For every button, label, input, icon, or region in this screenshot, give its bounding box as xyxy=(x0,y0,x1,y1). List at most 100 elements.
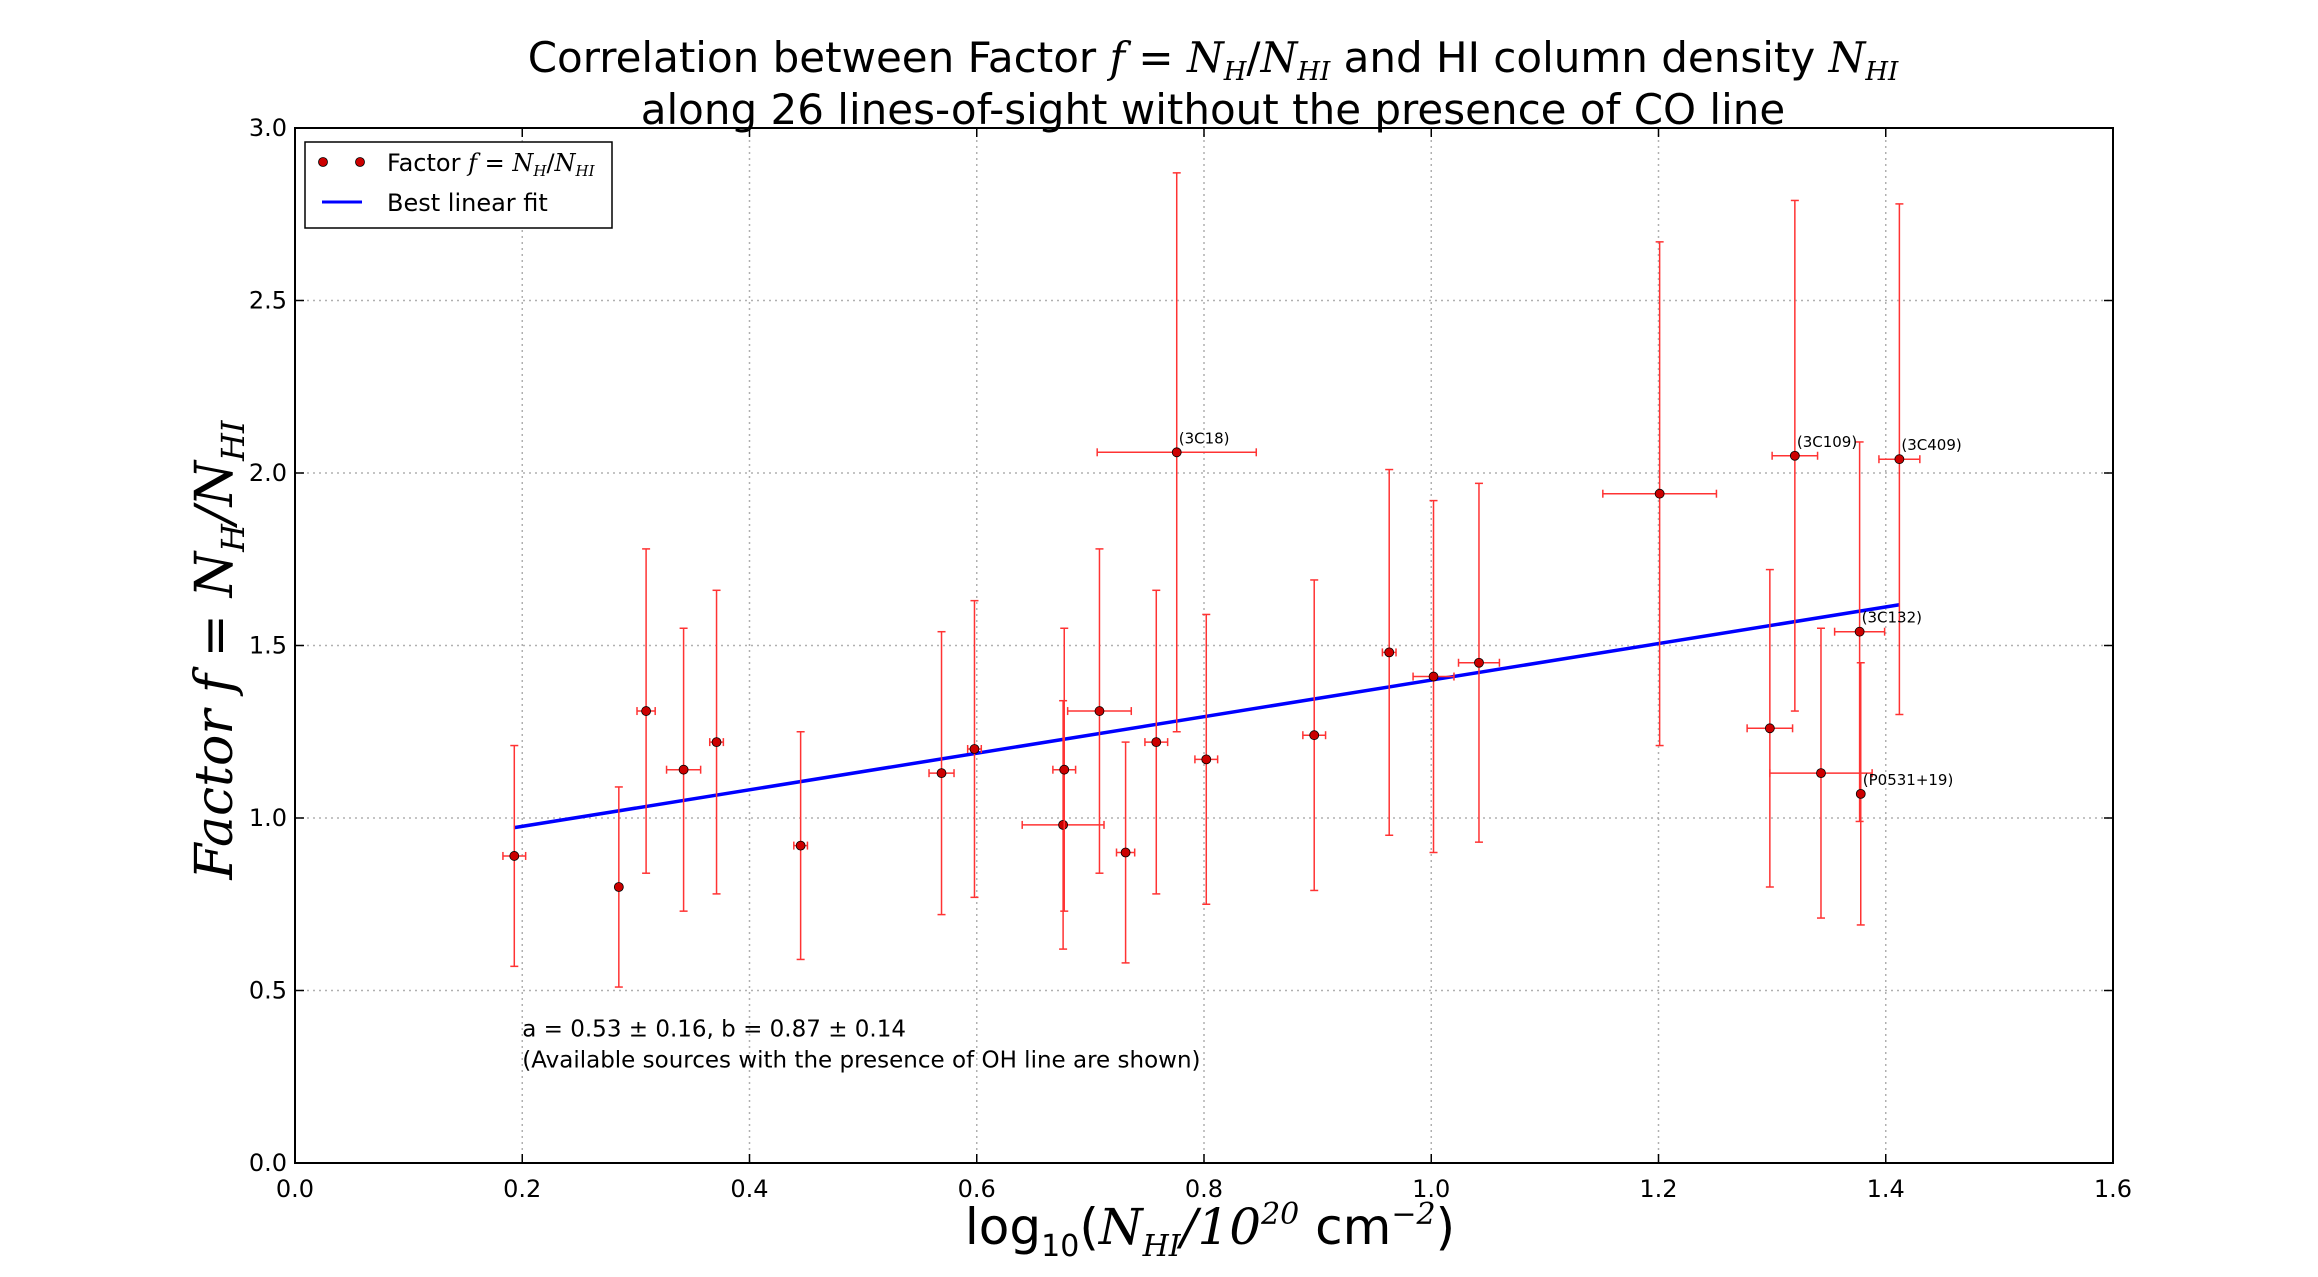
xlabel-close: ) xyxy=(1436,1198,1456,1256)
y-tick-label: 0.0 xyxy=(249,1149,287,1177)
data-point xyxy=(928,630,955,916)
legend-n1: N xyxy=(511,149,534,177)
legend-label-fit: Best linear fit xyxy=(387,189,548,217)
data-marker xyxy=(795,840,806,851)
title-n3-sub: HI xyxy=(1864,57,1899,87)
y-tick-label: 1.0 xyxy=(249,804,287,832)
annotation-fit-params: a = 0.53 ± 0.16, b = 0.87 ± 0.14 xyxy=(522,1016,906,1042)
y-tick-label: 2.5 xyxy=(249,287,287,315)
title-eq: = xyxy=(1125,33,1187,82)
data-marker xyxy=(1789,450,1800,461)
title-n2-sub: HI xyxy=(1296,57,1331,87)
data-marker xyxy=(1151,737,1162,747)
data-marker xyxy=(1059,764,1070,775)
legend-box xyxy=(304,141,613,229)
data-marker xyxy=(1384,647,1395,658)
legend-slash: / xyxy=(546,149,555,177)
legend-factor-prefix: Factor xyxy=(387,149,468,177)
xlabel-n-sub: HI xyxy=(1142,1229,1182,1264)
x-tick-label: 1.2 xyxy=(1639,1175,1677,1203)
x-tick-label: 0.8 xyxy=(1185,1175,1223,1203)
x-tick-label: 1.0 xyxy=(1412,1175,1450,1203)
data-point xyxy=(1021,699,1105,950)
title-n1-sub: H xyxy=(1223,57,1248,87)
legend-n1-sub: H xyxy=(532,162,547,180)
source-label: (3C18) xyxy=(1179,429,1230,447)
data-marker xyxy=(1428,671,1439,682)
legend-marker-2 xyxy=(355,157,365,167)
x-axis-label: log10(NHI/1020 cm−2) xyxy=(965,1197,1455,1264)
source-label: (3C409) xyxy=(1901,436,1961,454)
ylabel-n1-sub: H xyxy=(214,523,252,553)
title-prefix: Correlation between Factor xyxy=(528,33,1110,82)
chart-title-line1: Correlation between Factor f = NH/NHI an… xyxy=(528,33,1899,87)
data-point xyxy=(665,627,702,912)
data-marker xyxy=(613,882,624,892)
x-tick-label: 1.4 xyxy=(1867,1175,1905,1203)
point-labels: (3C18) (3C109) (3C132) (P0531+19) (3C409) xyxy=(1179,429,1962,789)
data-point xyxy=(1602,241,1718,747)
data-marker xyxy=(936,768,947,779)
data-marker xyxy=(1201,754,1212,765)
data-marker xyxy=(1764,723,1775,734)
data-point xyxy=(613,786,624,988)
ylabel-eq: = xyxy=(185,597,245,674)
legend: Factor f = NH/NHI Best linear fit xyxy=(304,141,613,229)
data-point xyxy=(1096,172,1258,733)
y-tick-label: 3.0 xyxy=(249,114,287,142)
data-point xyxy=(1769,627,1873,919)
data-point xyxy=(708,589,725,895)
source-label: (P0531+19) xyxy=(1863,771,1954,789)
data-point xyxy=(1412,499,1455,854)
xlabel-n: N xyxy=(1098,1198,1145,1256)
annotation-note: (Available sources with the presence of … xyxy=(522,1048,1200,1074)
legend-marker-1 xyxy=(318,157,328,167)
legend-n2: N xyxy=(554,149,577,177)
x-tick-label: 0.6 xyxy=(958,1175,996,1203)
y-tick-label: 0.5 xyxy=(249,977,287,1005)
data-marker xyxy=(1058,820,1069,830)
chart-title-line2: along 26 lines-of-sight without the pres… xyxy=(641,85,1785,134)
x-tick-label: 0.0 xyxy=(276,1175,314,1203)
data-marker xyxy=(1120,847,1131,858)
xlabel-open: ( xyxy=(1079,1198,1099,1256)
data-point xyxy=(1457,482,1501,843)
data-marker xyxy=(678,764,689,775)
title-n1: N xyxy=(1186,33,1225,82)
title-slash: / xyxy=(1246,33,1261,82)
ylabel-slash: / xyxy=(185,502,245,529)
legend-label-factor: Factor f = NH/NHI xyxy=(387,149,596,180)
data-point xyxy=(636,548,656,874)
data-marker xyxy=(1855,788,1866,799)
xlabel-log-sub: 10 xyxy=(1041,1229,1079,1264)
legend-n2-sub: HI xyxy=(575,162,596,180)
y-axis-label: Factor f = NH/NHI xyxy=(185,419,252,881)
data-point xyxy=(502,744,527,968)
ylabel-n2: N xyxy=(185,459,245,508)
title-mid: and HI column density xyxy=(1330,33,1828,82)
x-tick-label: 0.4 xyxy=(730,1175,768,1203)
xlabel-log: log xyxy=(965,1198,1041,1256)
data-marker xyxy=(641,706,652,716)
legend-eq: = xyxy=(477,149,512,177)
data-marker xyxy=(969,744,980,754)
data-point xyxy=(966,599,983,899)
y-tick-label: 1.5 xyxy=(249,632,287,660)
data-point xyxy=(793,731,809,961)
data-point xyxy=(1052,627,1077,912)
xlabel-unit-exp: −2 xyxy=(1391,1197,1435,1232)
data-marker xyxy=(1094,706,1105,716)
xlabel-unit: cm xyxy=(1299,1198,1391,1256)
data-point xyxy=(1855,662,1866,926)
data-marker xyxy=(711,737,722,747)
xlabel-slash: /10 xyxy=(1177,1198,1261,1256)
data-marker xyxy=(1894,454,1905,465)
y-tick-label: 2.0 xyxy=(249,459,287,487)
data-marker xyxy=(1171,447,1182,458)
title-n2: N xyxy=(1260,33,1299,82)
ticks: 0.0 0.2 0.4 0.6 0.8 1.0 1.2 1.4 1.6 0.0 0.5 1.0 1.5 2… xyxy=(249,114,2132,1203)
data-point xyxy=(1381,468,1397,836)
data-point xyxy=(1194,613,1219,905)
data-point xyxy=(1746,568,1794,888)
